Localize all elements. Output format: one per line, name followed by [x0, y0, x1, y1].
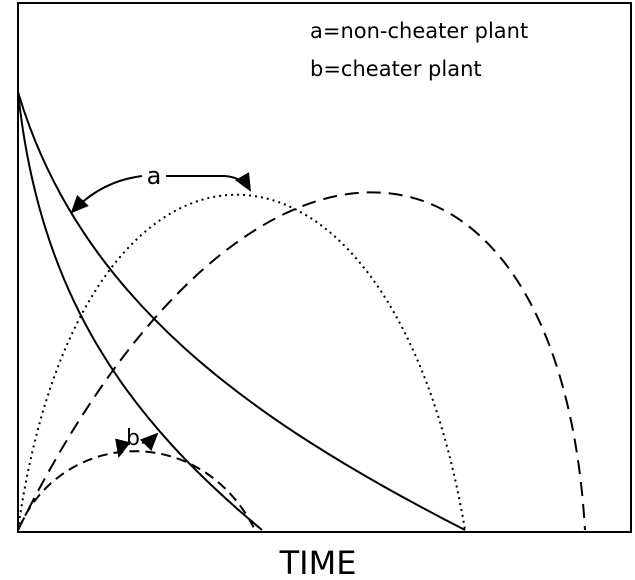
legend-entry: a=non-cheater plant: [310, 19, 528, 43]
curve-a-solid: [17, 91, 466, 531]
curve-a-dotted: [17, 194, 466, 531]
curve-a-dashed: [17, 191, 586, 531]
curve-b-dashed: [17, 450, 256, 531]
legend-entry: b=cheater plant: [310, 57, 482, 81]
curve-b-solid: [17, 91, 263, 531]
curve-label-a: a: [147, 162, 162, 190]
curve-label-b: b: [126, 426, 140, 451]
x-axis-label: TIME: [279, 544, 357, 580]
frame: [17, 2, 632, 533]
arrow-a-left: [70, 175, 143, 214]
arrow-a-right: [166, 172, 251, 192]
arrow-b-right: [140, 432, 159, 451]
arrow-b-left: [115, 438, 131, 458]
